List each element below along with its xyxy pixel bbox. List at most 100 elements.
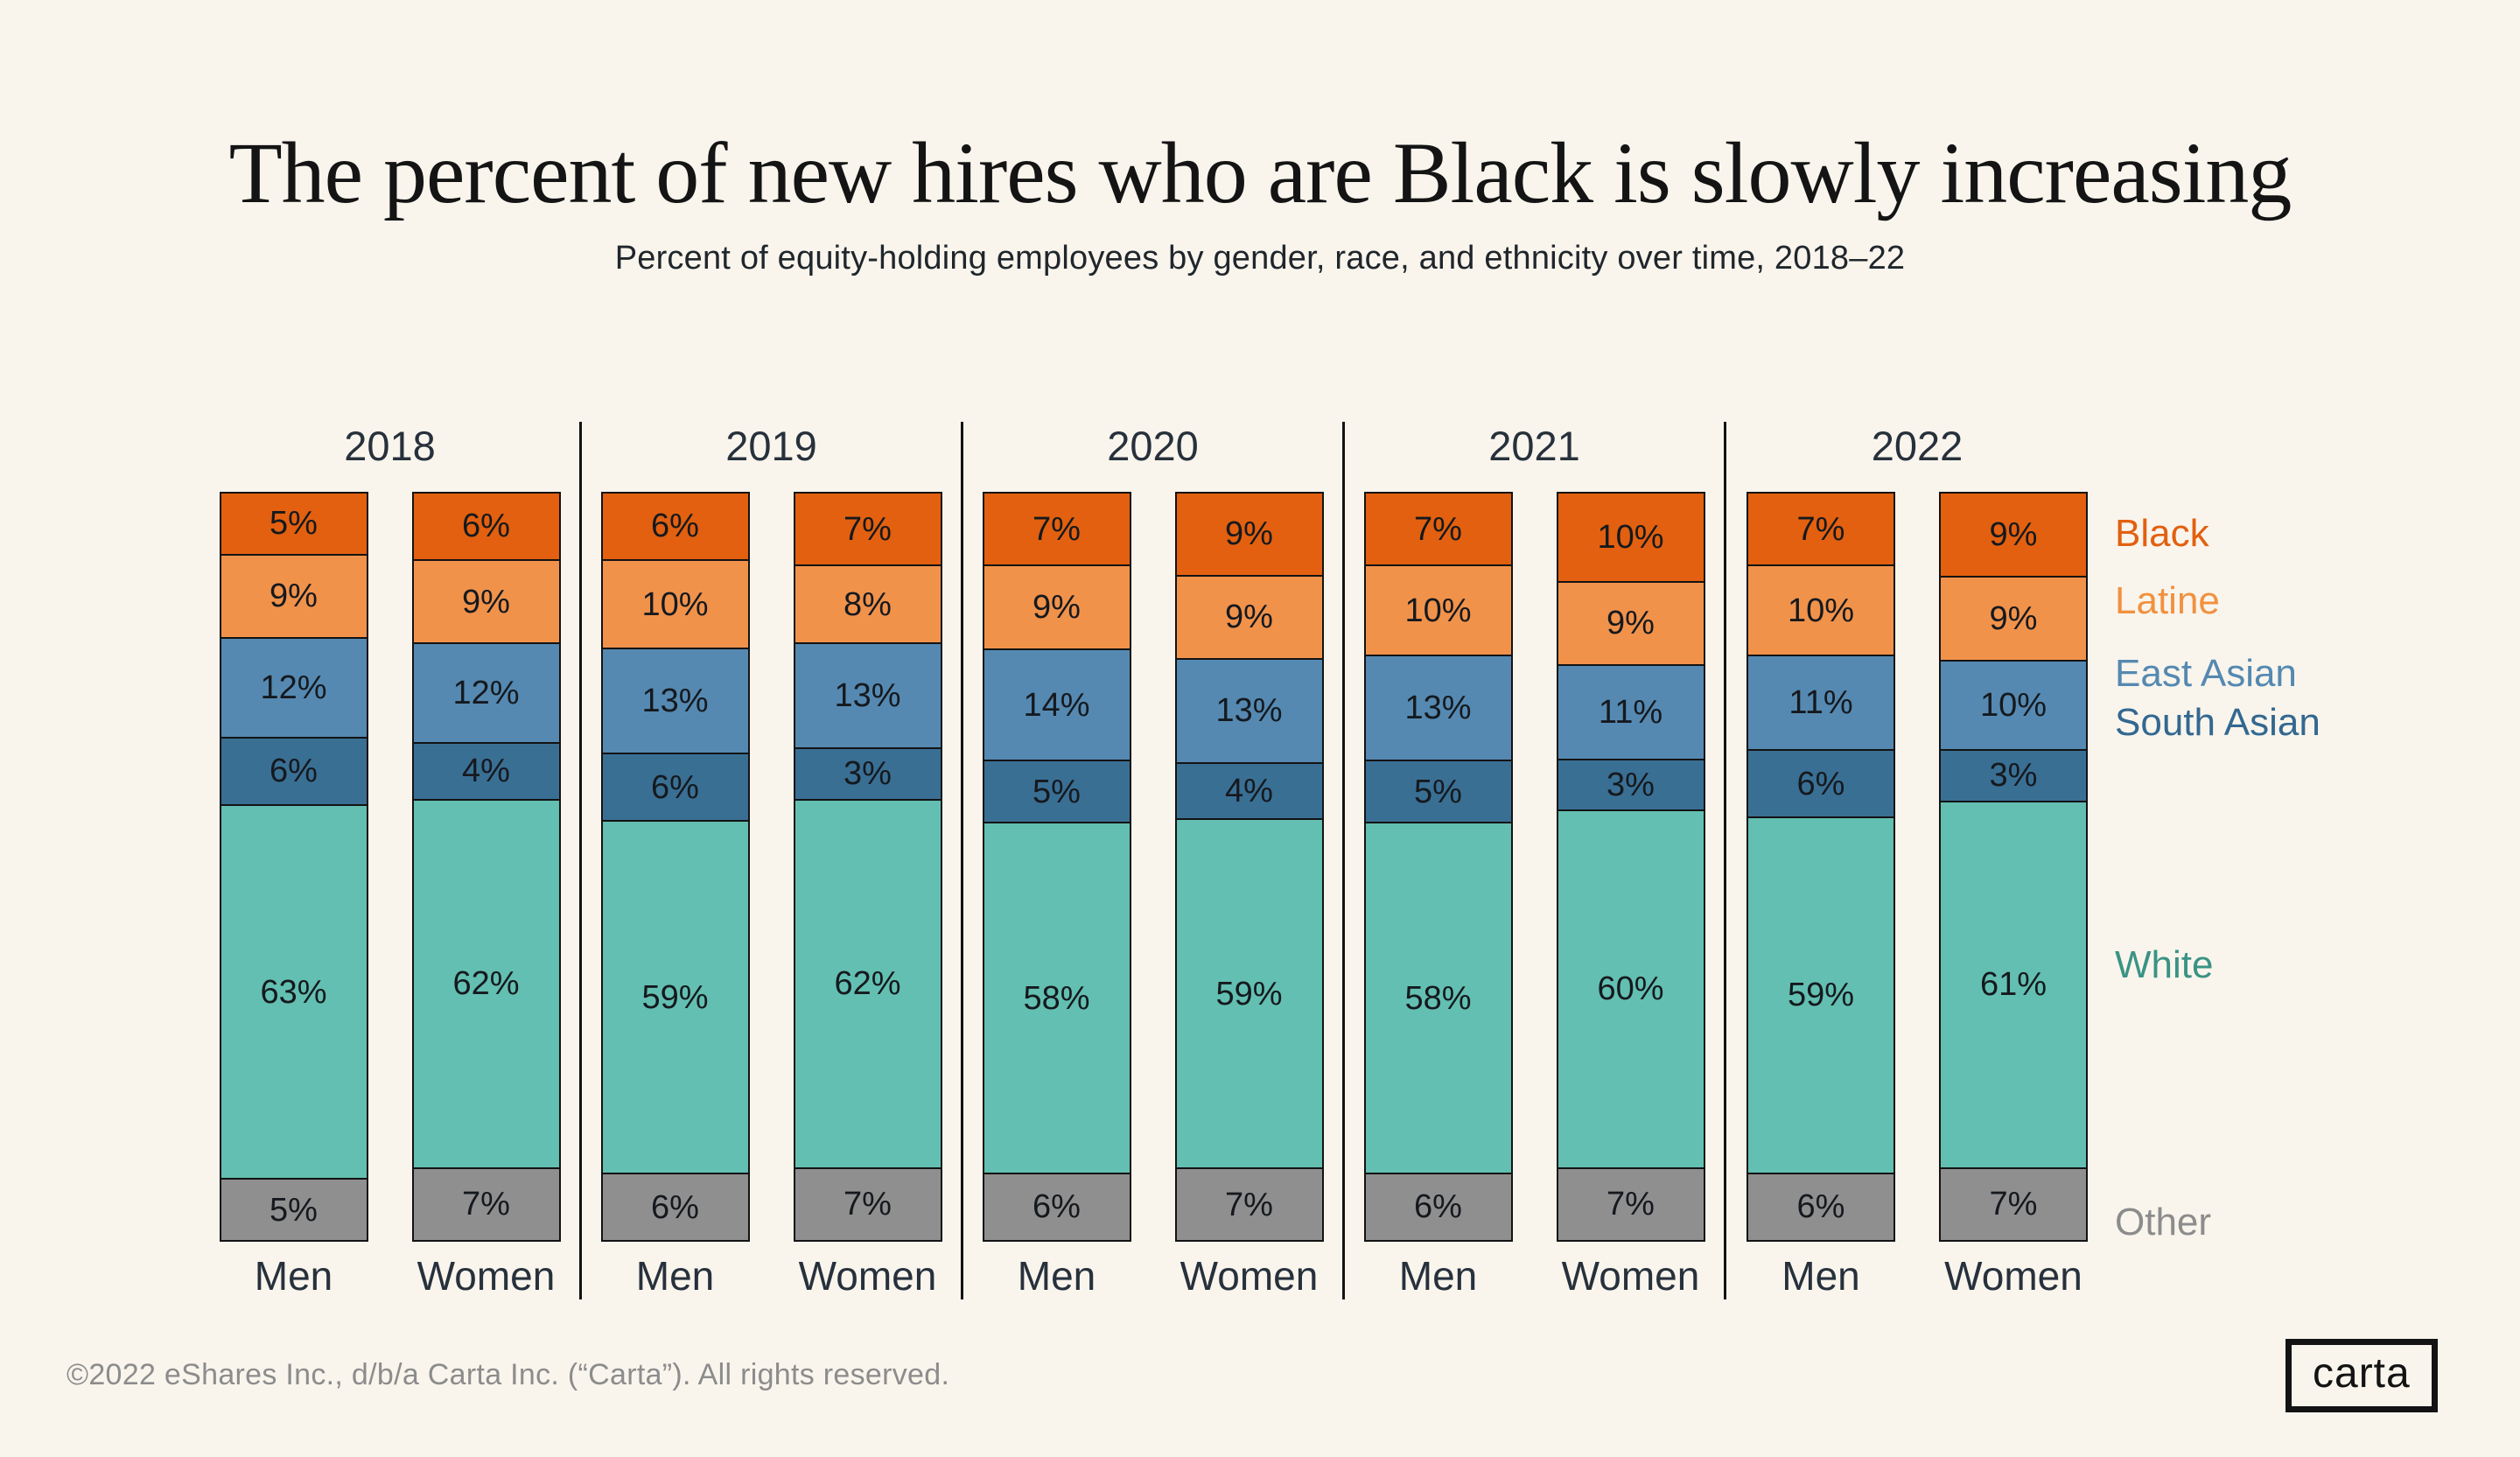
legend-label: East Asian: [2115, 651, 2297, 695]
bar-segment: 14%: [982, 650, 1131, 762]
bar-segment: 10%: [1556, 492, 1705, 583]
bar-segment: 13%: [600, 649, 750, 755]
bar-segment: 7%: [793, 1168, 942, 1242]
segment-value-label: 11%: [1788, 683, 1853, 721]
stacked-bar: 7% 10% 13% 5% 58% 6%: [1363, 492, 1513, 1242]
year-label: 2018: [344, 423, 436, 469]
segment-value-label: 11%: [1598, 693, 1663, 731]
segment-value-label: 10%: [1979, 686, 2048, 724]
segment-value-label: 59%: [1787, 977, 1855, 1014]
segment-value-label: 9%: [1606, 605, 1655, 642]
year-label: 2022: [1871, 423, 1964, 469]
gender-label: Women: [1561, 1253, 1700, 1299]
bar-segment: 10%: [600, 560, 750, 650]
bar-segment: 7%: [411, 1168, 561, 1242]
segment-value-label: 9%: [1225, 515, 1273, 553]
bar-segment: 58%: [982, 823, 1131, 1174]
segment-value-label: 4%: [462, 753, 510, 790]
segment-value-label: 4%: [1225, 772, 1273, 809]
bar-segment: 3%: [1556, 760, 1705, 811]
gender-labels-row: Men Women: [1726, 1252, 2108, 1299]
year-label: 2020: [1107, 423, 1199, 469]
segment-value-label: 7%: [1032, 510, 1081, 548]
gender-label: Men: [1782, 1253, 1860, 1299]
segment-value-label: 6%: [462, 508, 510, 545]
chart-subtitle: Percent of equity-holding employees by g…: [614, 240, 1906, 277]
bar-segment: 9%: [1556, 582, 1705, 666]
bar-segment: 61%: [1939, 802, 2088, 1169]
bar-segment: 13%: [793, 644, 942, 750]
bar-segment: 13%: [1363, 655, 1513, 762]
chart-plot-area: 2018 5% 9% 12% 6% 63% 5% 6% 9% 12% 4% 62% 7% Men Women…: [200, 422, 2108, 1299]
segment-value-label: 10%: [1404, 592, 1472, 629]
stacked-bar: 7% 9% 14% 5% 58% 6%: [982, 492, 1131, 1242]
gender-labels-row: Men Women: [200, 1252, 579, 1299]
bar-segment: 11%: [1746, 655, 1895, 751]
bar-segment: 13%: [1174, 659, 1324, 764]
bars-row: 7% 10% 11% 6% 59% 6% 9% 9% 10% 3% 61% 7%: [1726, 492, 2108, 1242]
bars-row: 6% 10% 13% 6% 59% 6% 7% 8% 13% 3% 62% 7%: [582, 492, 961, 1243]
gender-label: Men: [635, 1253, 715, 1299]
legend-label: Other: [2115, 1201, 2212, 1244]
stacked-bar: 6% 10% 13% 6% 59% 6%: [600, 492, 750, 1243]
bar-segment: 12%: [219, 639, 368, 739]
bar-segment: 11%: [1556, 665, 1705, 760]
segment-value-label: 63%: [260, 973, 327, 1011]
bar-segment: 7%: [1939, 1168, 2088, 1242]
bar-segment: 3%: [1939, 750, 2088, 802]
bar-segment: 6%: [1746, 750, 1895, 819]
segment-value-label: 5%: [1032, 773, 1081, 810]
segment-value-label: 9%: [1225, 599, 1273, 636]
bar-segment: 10%: [1363, 566, 1513, 656]
stacked-bar: 9% 9% 13% 4% 59% 7%: [1174, 492, 1324, 1242]
segment-value-label: 10%: [1787, 592, 1855, 629]
gender-label: Women: [1180, 1253, 1319, 1299]
segment-value-label: 6%: [1032, 1188, 1081, 1226]
segment-value-label: 6%: [651, 768, 699, 806]
segment-value-label: 13%: [641, 683, 709, 720]
stacked-bar: 9% 9% 10% 3% 61% 7%: [1939, 492, 2088, 1242]
segment-value-label: 6%: [270, 753, 318, 790]
bar-segment: 5%: [982, 761, 1131, 824]
segment-value-label: 3%: [844, 755, 892, 793]
stacked-bar: 7% 10% 11% 6% 59% 6%: [1746, 492, 1895, 1242]
segment-value-label: 9%: [1989, 515, 2038, 553]
bar-segment: 12%: [411, 644, 561, 745]
segment-value-label: 13%: [1215, 692, 1283, 730]
bar-segment: 63%: [219, 805, 368, 1180]
segment-value-label: 6%: [1414, 1188, 1462, 1226]
segment-value-label: 3%: [1989, 757, 2038, 795]
year-group: 2019 6% 10% 13% 6% 59% 6% 7% 8% 13% 3% 62% 7% Men Wome…: [582, 422, 963, 1299]
segment-value-label: 12%: [452, 675, 520, 712]
bar-segment: 7%: [1556, 1168, 1705, 1242]
bar-segment: 7%: [793, 492, 942, 567]
segment-value-label: 59%: [1215, 975, 1283, 1012]
segment-value-label: 62%: [452, 965, 520, 1003]
bar-segment: 7%: [982, 492, 1131, 567]
segment-value-label: 7%: [1796, 510, 1845, 548]
gender-label: Women: [416, 1253, 556, 1299]
segment-value-label: 7%: [462, 1186, 510, 1223]
segment-value-label: 7%: [1989, 1186, 2038, 1223]
bar-segment: 9%: [1174, 576, 1324, 660]
bar-segment: 6%: [411, 492, 561, 561]
year-group: 2021 7% 10% 13% 5% 58% 6% 10% 9% 11% 3% 60% 7% Men Wom…: [1345, 422, 1726, 1299]
segment-value-label: 60%: [1597, 970, 1664, 1008]
chart-title: The percent of new hires who are Black i…: [228, 124, 2292, 221]
chart-legend: Black Latine East Asian South Asian White Oth…: [2115, 492, 2517, 1242]
carta-logo: carta: [2286, 1339, 2438, 1412]
gender-label: Men: [1398, 1253, 1478, 1299]
bar-segment: 6%: [1746, 1173, 1895, 1242]
bar-segment: 7%: [1746, 492, 1895, 567]
year-group: 2022 7% 10% 11% 6% 59% 6% 9% 9% 10% 3% 61% 7% Men Wome…: [1726, 422, 2108, 1299]
segment-value-label: 5%: [270, 1191, 318, 1229]
bar-segment: 58%: [1363, 823, 1513, 1174]
bar-segment: 6%: [600, 754, 750, 823]
copyright-footer: ©2022 eShares Inc., d/b/a Carta Inc. (“C…: [66, 1358, 950, 1391]
bar-segment: 7%: [1174, 1169, 1324, 1242]
bar-segment: 6%: [219, 738, 368, 806]
segment-value-label: 5%: [1414, 773, 1462, 810]
bar-segment: 60%: [1556, 810, 1705, 1169]
bar-segment: 9%: [982, 566, 1131, 651]
